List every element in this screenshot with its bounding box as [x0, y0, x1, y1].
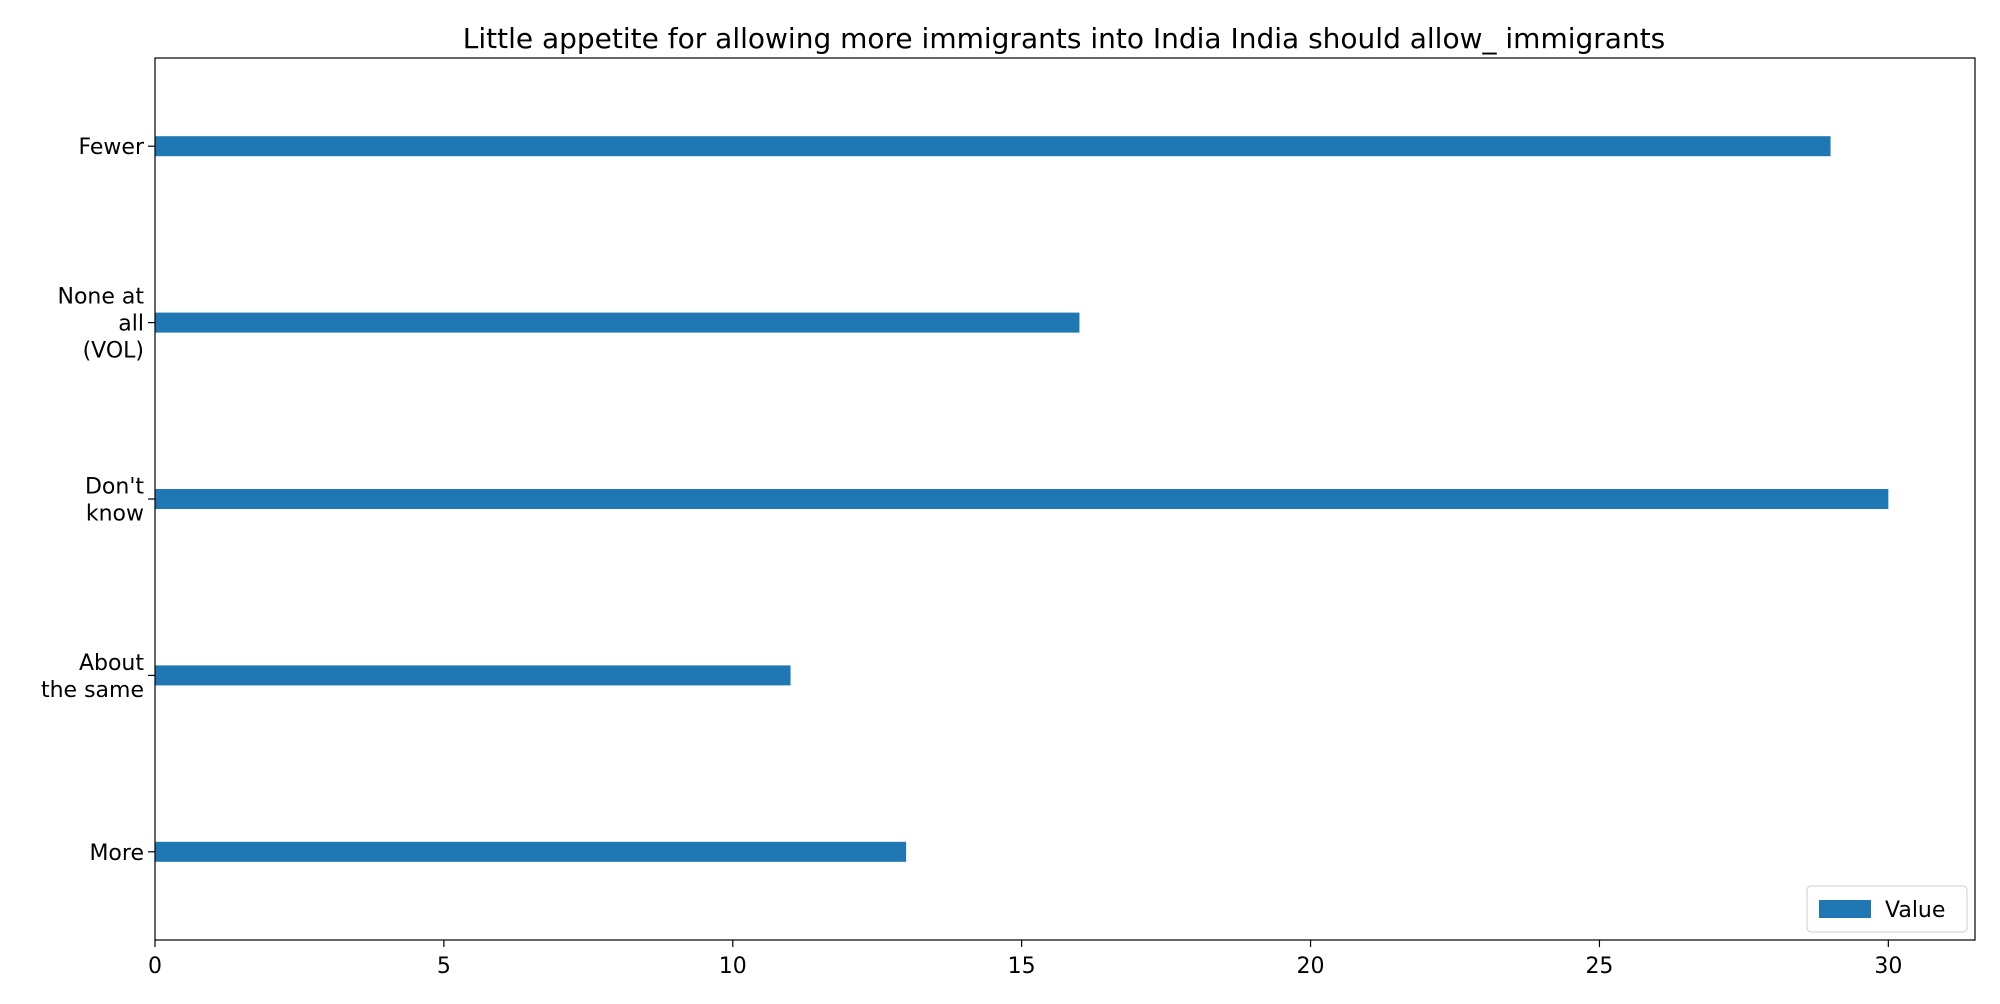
bar — [155, 489, 1889, 509]
x-tick-label: 30 — [1874, 954, 1902, 979]
x-tick-label: 10 — [719, 954, 747, 979]
bar — [155, 841, 907, 862]
y-tick-label: Fewer — [78, 135, 145, 160]
y-tick-label: Don't know — [85, 475, 144, 527]
x-tick-label: 15 — [1008, 954, 1036, 979]
chart-title: Little appetite for allowing more immigr… — [463, 22, 1666, 55]
y-tick-label: About the same — [41, 651, 144, 703]
x-tick-label: 20 — [1297, 954, 1325, 979]
y-tick-label: None at all (VOL) — [58, 285, 145, 364]
bar — [155, 665, 791, 686]
bar — [155, 136, 1831, 157]
legend-label: Value — [1885, 898, 1945, 923]
bars-layer — [155, 136, 1889, 862]
x-tick-label: 5 — [437, 954, 451, 979]
x-tick-label: 0 — [148, 954, 162, 979]
x-tick-label: 25 — [1585, 954, 1613, 979]
legend-swatch — [1819, 900, 1871, 918]
legend: Value — [1806, 885, 1968, 933]
bar — [155, 312, 1080, 333]
axes-layer: 0 5 10 15 20 25 30 More About the same Don't know No… — [41, 57, 1976, 979]
legend-box — [1806, 885, 1968, 933]
y-tick-label: More — [89, 841, 144, 866]
